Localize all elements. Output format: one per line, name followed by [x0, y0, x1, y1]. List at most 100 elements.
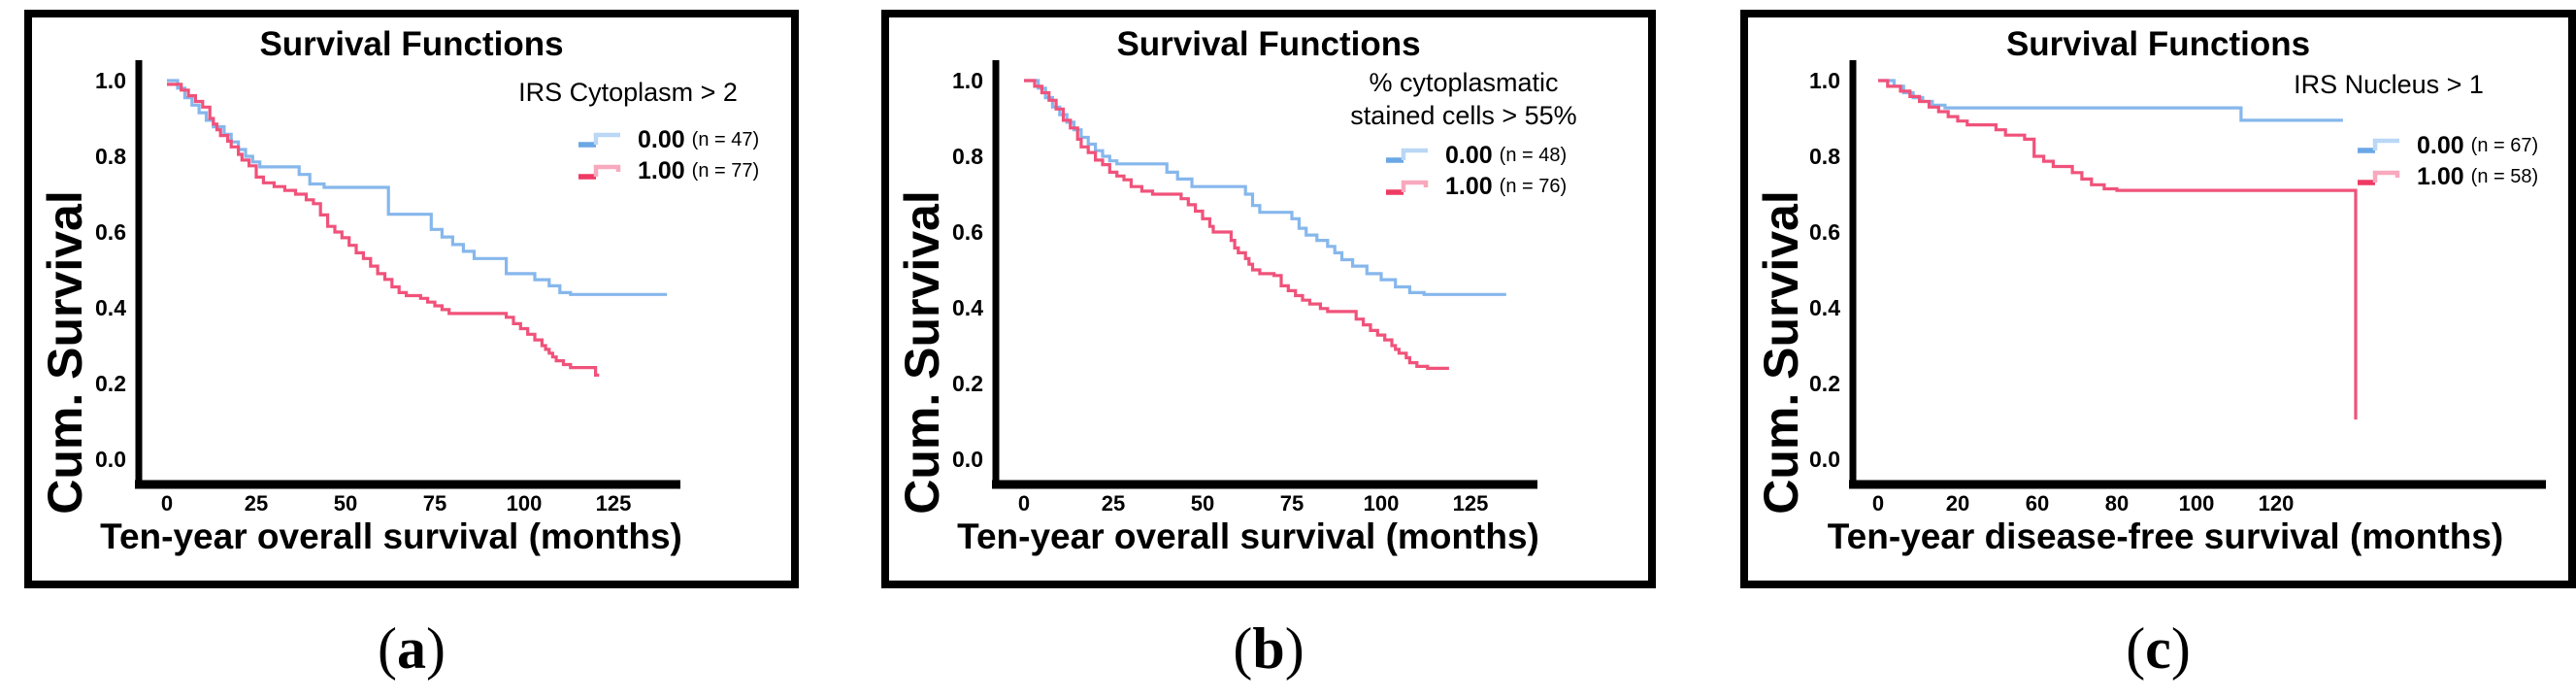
y-tick-label: 0.8	[952, 144, 983, 169]
legend-entries: 0.00 (n = 67) 1.00 (n = 58)	[2209, 130, 2568, 192]
x-tick-label: 75	[1280, 491, 1304, 516]
legend-title: % cytoplasmatic	[1369, 68, 1559, 97]
x-tick-label: 60	[2026, 491, 2049, 516]
chart-title: Survival Functions	[1116, 25, 1421, 63]
legend-entry-n: (n = 77)	[691, 159, 760, 182]
caption-paren: (	[378, 616, 397, 681]
legend: % cytoplasmatic stained cells > 55% 0.00…	[1313, 66, 1614, 202]
chart-title: Survival Functions	[2005, 25, 2311, 63]
caption-letter: c	[2145, 616, 2171, 681]
caption-paren: )	[426, 616, 446, 681]
legend-title: IRS Nucleus > 1	[2294, 70, 2484, 99]
y-axis-label: Cum. Survival	[895, 190, 949, 515]
y-tick-label: 0.8	[95, 144, 126, 169]
x-tick-label: 75	[423, 491, 446, 516]
curve-1.00	[167, 83, 600, 377]
caption-a: (a)	[24, 616, 799, 693]
y-tick-label: 0.0	[1809, 447, 1840, 472]
panel-c: Survival Functions Cum. Survival 1.0 0.8 0…	[1740, 10, 2576, 588]
x-tick-label: 25	[1102, 491, 1125, 516]
x-tick-label: 50	[334, 491, 357, 516]
curve-1.00	[1024, 79, 1449, 370]
step-line-icon	[2358, 138, 2399, 153]
legend-entry: 0.00 (n = 47)	[576, 124, 774, 155]
step-line-icon	[578, 132, 620, 148]
legend-entry-n: (n = 58)	[2470, 165, 2539, 187]
x-tick-label: 120	[2259, 491, 2295, 516]
y-axis-label: Cum. Survival	[38, 190, 92, 515]
caption-letter: b	[1252, 616, 1285, 681]
caption-paren: (	[2126, 616, 2146, 681]
legend-entry-value: 1.00	[638, 156, 685, 184]
x-axis-label: Ten-year overall survival (months)	[100, 516, 682, 556]
legend-entry-n: (n = 48)	[1499, 144, 1568, 166]
x-tick-label: 20	[1946, 491, 1969, 516]
legend-entry: 1.00 (n = 58)	[2355, 161, 2568, 192]
legend-entry-value: 1.00	[2417, 162, 2464, 190]
x-tick-label: 100	[1364, 491, 1400, 516]
legend-entry: 0.00 (n = 67)	[2355, 130, 2568, 161]
y-tick-label: 0.0	[95, 447, 126, 472]
legend-title: IRS Cytoplasm > 2	[518, 78, 738, 107]
x-tick-label: 125	[596, 491, 632, 516]
y-tick-label: 0.6	[1809, 219, 1840, 245]
step-line-icon	[578, 164, 621, 180]
y-tick-label: 0.8	[1809, 144, 1840, 169]
plot-svg-b: 1.00.80.60.40.20.00 25 50 75 100 125	[952, 60, 1537, 516]
caption-paren: )	[1284, 616, 1305, 681]
legend-entry-value: 0.00	[1445, 141, 1493, 169]
curve-0.00	[167, 79, 668, 296]
legend-entry: 1.00 (n = 76)	[1383, 171, 1614, 202]
curve-1.00	[1878, 79, 2358, 420]
legend-entries: 0.00 (n = 47) 1.00 (n = 77)	[482, 124, 774, 186]
legend-title-line2: stained cells > 55%	[1350, 101, 1577, 130]
caption-b: (b)	[881, 616, 1656, 693]
x-tick-label: 25	[245, 491, 268, 516]
x-tick-label: 0	[161, 491, 173, 516]
chart-title: Survival Functions	[259, 25, 564, 63]
legend: IRS Nucleus > 1 0.00 (n = 67) 1.00 (n = …	[2209, 68, 2568, 192]
y-tick-label: 0.2	[1809, 371, 1840, 396]
legend-entry: 1.00 (n = 77)	[576, 155, 774, 186]
y-tick-label: 0.2	[95, 371, 126, 396]
y-tick-label: 1.0	[952, 68, 983, 93]
x-tick-label: 100	[507, 491, 543, 516]
caption-letter: a	[397, 616, 426, 681]
legend-entry: 0.00 (n = 48)	[1383, 140, 1614, 171]
legend-entry-value: 1.00	[1445, 172, 1493, 200]
x-axis-label: Ten-year overall survival (months)	[957, 516, 1539, 556]
legend-entry-n: (n = 67)	[2470, 134, 2539, 156]
y-tick-label: 0.4	[95, 295, 126, 320]
legend-entry-value: 0.00	[2417, 131, 2464, 159]
y-tick-label: 0.6	[95, 219, 126, 245]
legend-entries: 0.00 (n = 48) 1.00 (n = 76)	[1313, 140, 1614, 202]
x-axis-label: Ten-year disease-free survival (months)	[1827, 516, 2504, 556]
step-line-icon	[1386, 148, 1428, 163]
caption-paren: )	[2170, 616, 2191, 681]
panel-a: Survival Functions Cum. Survival 1.0 0.8 0…	[24, 10, 799, 588]
legend-entry-n: (n = 47)	[691, 128, 760, 150]
x-tick-label: 80	[2105, 491, 2129, 516]
y-tick-label: 0.6	[952, 219, 983, 245]
step-line-icon	[2358, 170, 2400, 185]
legend: IRS Cytoplasm > 2 0.00 (n = 47) 1.00 (n …	[482, 76, 774, 186]
y-tick-label: 1.0	[95, 68, 126, 93]
x-tick-label: 50	[1191, 491, 1214, 516]
legend-entry-n: (n = 76)	[1499, 175, 1568, 197]
y-tick-label: 0.0	[952, 447, 983, 472]
x-tick-label: 100	[2179, 491, 2215, 516]
y-tick-label: 1.0	[1809, 68, 1840, 93]
y-tick-label: 0.4	[1809, 295, 1840, 320]
caption-c: (c)	[1740, 616, 2576, 693]
y-tick-label: 0.4	[952, 295, 983, 320]
legend-entry-value: 0.00	[638, 125, 685, 153]
x-tick-label: 125	[1453, 491, 1489, 516]
panel-b: Survival Functions Cum. Survival 1.0 0.8 0…	[881, 10, 1656, 588]
plot-svg-a: 1.0 0.8 0.6 0.4 0.2 0.0 0 25 50 75 100 125	[95, 60, 680, 516]
plot-svg-c: 1.0 0.8 0.6 0.4 0.2 0.00 20 60 80 100 120	[1809, 60, 2546, 516]
x-tick-label: 0	[1018, 491, 1030, 516]
step-line-icon	[1386, 180, 1429, 195]
y-axis-label: Cum. Survival	[1754, 190, 1808, 515]
y-tick-label: 0.2	[952, 371, 983, 396]
